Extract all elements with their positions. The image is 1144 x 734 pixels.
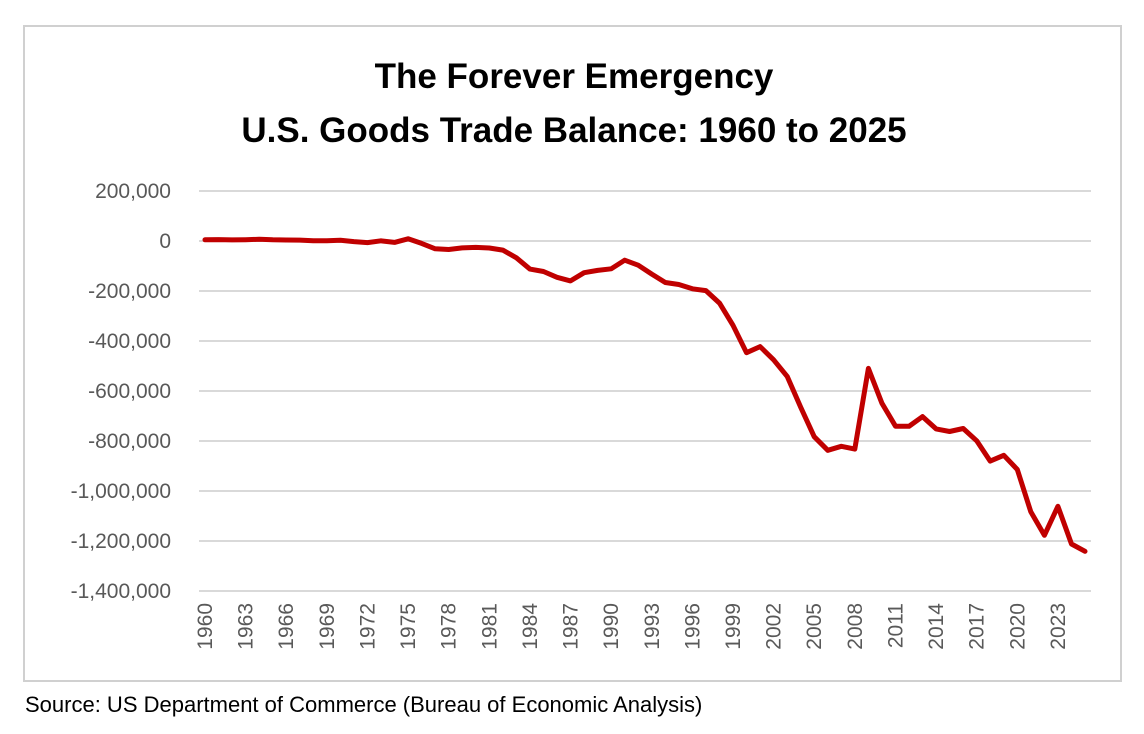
y-tick-label: -1,200,000 xyxy=(71,530,171,553)
x-tick-label: 1963 xyxy=(235,603,258,650)
x-tick-label: 1993 xyxy=(641,603,664,650)
y-tick-label: -1,400,000 xyxy=(71,580,171,603)
series-layer xyxy=(202,236,1088,554)
x-tick-label: 2008 xyxy=(844,603,867,650)
y-tick-label: 200,000 xyxy=(95,180,171,203)
x-tick-label: 1966 xyxy=(275,603,298,650)
x-tick-label: 1972 xyxy=(356,603,379,650)
y-axis: 200,000 0 -200,000 -400,000 -600,000 -800,000… xyxy=(71,180,171,603)
x-tick-label: 1984 xyxy=(519,603,542,650)
x-tick-label: 1990 xyxy=(600,603,623,650)
y-tick-label: -600,000 xyxy=(88,380,171,403)
source-note: Source: US Department of Commerce (Burea… xyxy=(25,692,703,717)
x-tick-label: 1969 xyxy=(316,603,339,650)
x-tick-label: 1975 xyxy=(397,603,420,650)
x-tick-label: 1987 xyxy=(560,603,583,650)
x-tick-label: 1999 xyxy=(722,603,745,650)
chart-title-line-2: U.S. Goods Trade Balance: 1960 to 2025 xyxy=(241,111,906,150)
x-tick-label: 2017 xyxy=(966,603,989,650)
x-tick-label: 1960 xyxy=(194,603,217,650)
y-tick-label: 0 xyxy=(159,230,171,253)
y-tick-label: -200,000 xyxy=(88,280,171,303)
x-tick-label: 2023 xyxy=(1047,603,1070,650)
grid-layer xyxy=(199,190,1091,592)
y-tick-label: -400,000 xyxy=(88,330,171,353)
chart-title-line-1: The Forever Emergency xyxy=(375,57,774,96)
x-tick-label: 2005 xyxy=(803,603,826,650)
x-tick-label: 1978 xyxy=(438,603,461,650)
chart-frame: The Forever Emergency U.S. Goods Trade B… xyxy=(23,25,1122,682)
x-axis: 1960 1963 1966 1969 1972 1975 1978 1981 1984 1987… xyxy=(194,603,1070,650)
x-tick-label: 2020 xyxy=(1006,603,1029,650)
y-tick-label: -800,000 xyxy=(88,430,171,453)
x-tick-label: 2002 xyxy=(763,603,786,650)
y-tick-label: -1,000,000 xyxy=(71,480,171,503)
series-line-trade-balance xyxy=(202,236,1088,554)
x-tick-label: 1981 xyxy=(478,603,501,650)
x-tick-label: 1996 xyxy=(681,603,704,650)
x-tick-label: 2011 xyxy=(884,603,907,648)
chart-svg: The Forever Emergency U.S. Goods Trade B… xyxy=(71,57,1091,650)
x-tick-label: 2014 xyxy=(925,603,948,650)
